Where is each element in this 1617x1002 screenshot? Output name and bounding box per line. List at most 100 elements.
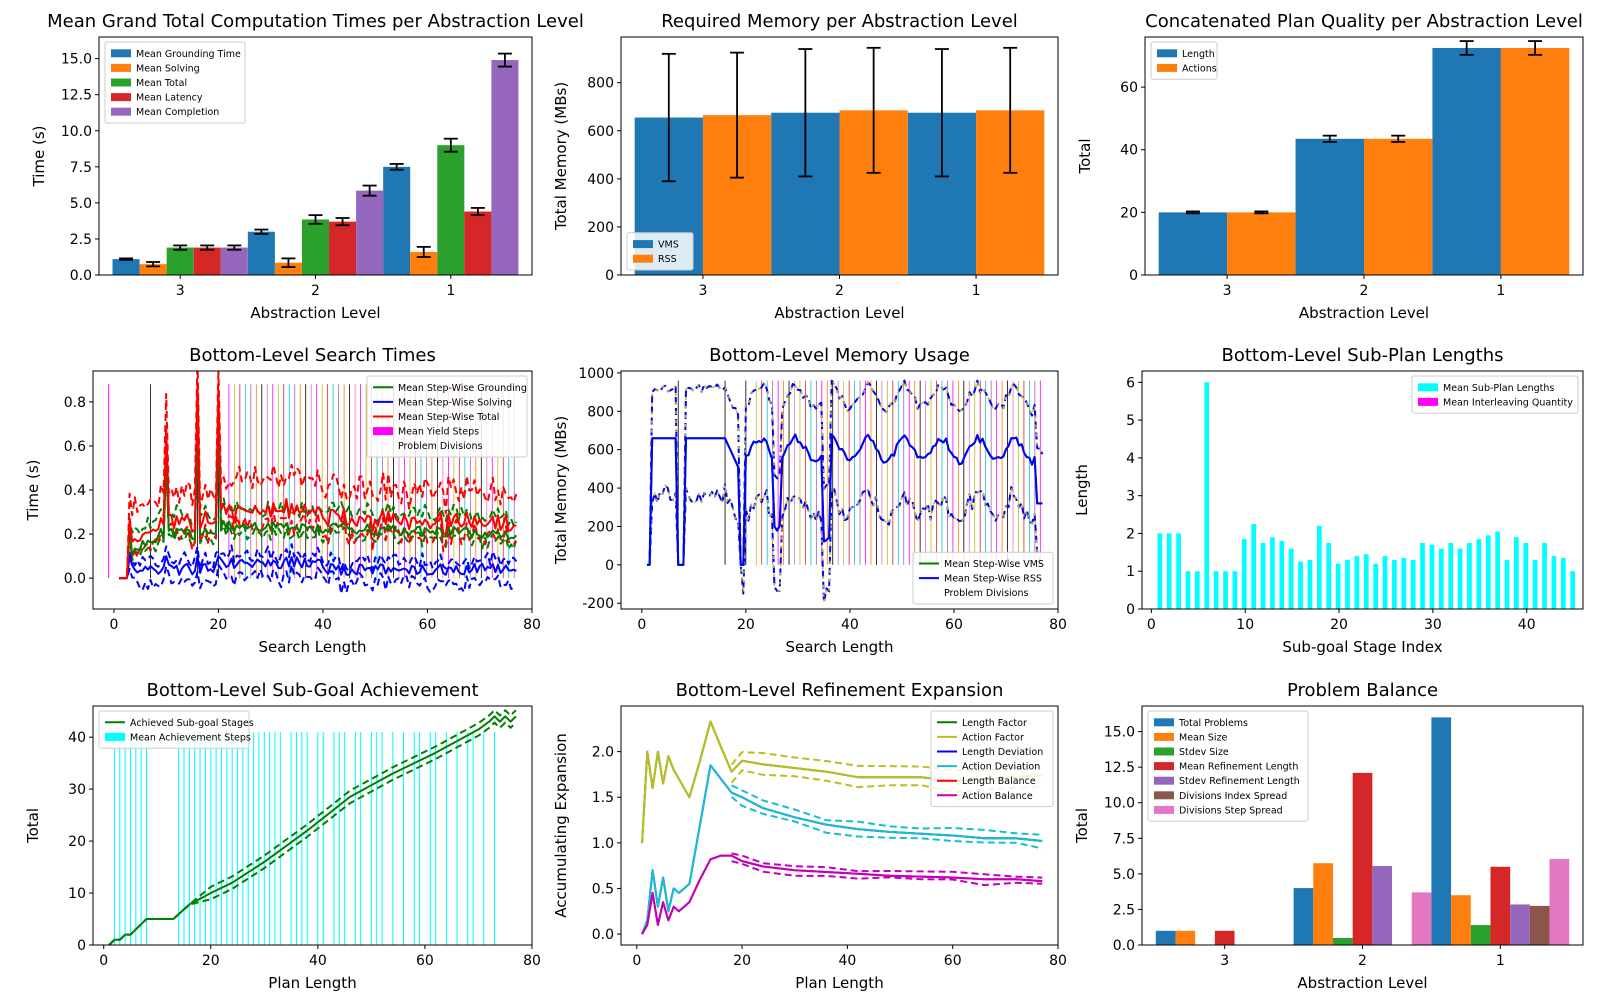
y-tick-label: 800 <box>587 404 614 420</box>
legend-entry: Mean Interleaving Quantity <box>1443 397 1573 408</box>
error-bar <box>470 207 485 217</box>
x-tick-label: 10 <box>1236 617 1254 633</box>
bar <box>1307 559 1313 609</box>
y-tick-label: 2.5 <box>1113 902 1135 918</box>
legend: Total Problems Mean Size Stdev Size Mean Re… <box>1147 710 1309 822</box>
y-tick-label: 3 <box>1126 489 1135 505</box>
y-tick-label: 400 <box>587 481 614 497</box>
legend-entry: Length Balance <box>962 776 1036 787</box>
legend-entry: Mean Latency <box>136 93 203 104</box>
bar <box>1510 904 1530 945</box>
bar <box>1363 554 1369 609</box>
legend-frame <box>930 710 1054 808</box>
bar <box>356 190 384 275</box>
bar <box>1485 535 1491 609</box>
achieved-lower <box>108 721 517 946</box>
y-tick-label: 10 <box>68 886 86 902</box>
x-axis-label: Search Length <box>258 638 366 656</box>
legend-entry: VMS <box>658 240 679 251</box>
y-tick-label: 0.0 <box>1113 938 1135 954</box>
chart-title: Problem Balance <box>1287 680 1438 701</box>
chart-c2: Required Memory per Abstraction Level Abs… <box>552 11 1059 322</box>
legend-swatch <box>1154 747 1174 756</box>
legend-swatch <box>373 427 393 436</box>
axes-frame <box>1144 36 1584 276</box>
y-tick-label: 12.5 <box>1104 760 1135 776</box>
legend: Mean Grounding Time Mean Solving Mean Tota… <box>104 41 246 124</box>
bar <box>1232 571 1238 609</box>
total-mean-line <box>119 383 517 580</box>
bar <box>1438 548 1444 609</box>
bar <box>1542 542 1547 609</box>
error-bar <box>416 245 431 258</box>
bar <box>1549 858 1570 945</box>
bar <box>1293 888 1314 945</box>
chart-c3: Concatenated Plan Quality per Abstractio… <box>1076 11 1584 322</box>
y-tick-label: 4 <box>1126 451 1135 467</box>
y-axis-label: Total Memory (MBs) <box>552 82 570 231</box>
bar <box>437 145 465 275</box>
legend-swatch <box>1154 791 1174 800</box>
error-bar <box>146 261 161 268</box>
y-tick-label: 1 <box>1126 564 1135 580</box>
grounding-mean-line <box>119 422 518 580</box>
y-axis-label: Length <box>1073 464 1091 516</box>
y-tick-label: 40 <box>68 730 86 746</box>
x-tick-label: 20 <box>210 617 228 633</box>
legend-entry: Achieved Sub-goal Stages <box>130 718 254 729</box>
y-axis-label: Total Memory (MBs) <box>552 416 570 565</box>
bar <box>1551 556 1557 609</box>
bar <box>1332 937 1353 945</box>
error-bar <box>335 217 350 227</box>
bar <box>1448 542 1454 609</box>
x-tick-label: 40 <box>1518 617 1536 633</box>
legend-entry: RSS <box>658 254 677 265</box>
legend: VMS RSS <box>626 232 694 271</box>
legend-entry: Problem Divisions <box>398 441 482 452</box>
y-tick-label: 2 <box>1126 526 1135 542</box>
bar <box>1500 47 1570 275</box>
y-axis-label: Total <box>1076 138 1094 174</box>
error-bar <box>934 48 949 178</box>
y-tick-label: 6 <box>1126 375 1135 391</box>
bar <box>1570 571 1576 609</box>
error-bar <box>389 163 404 171</box>
bar <box>1373 563 1378 609</box>
x-tick-label: 40 <box>314 617 332 633</box>
bar <box>1372 866 1393 945</box>
y-tick-label: 5.0 <box>70 196 92 212</box>
bar <box>1392 559 1397 609</box>
x-tick-label: 1 <box>972 283 981 299</box>
legend-entry: Mean Total <box>136 78 187 89</box>
x-axis-label: Abstraction Level <box>250 304 380 322</box>
legend-frame <box>1411 375 1579 414</box>
bar <box>1523 542 1529 609</box>
bar <box>1382 556 1388 609</box>
legend-frame <box>98 710 250 749</box>
axes-frame <box>92 705 533 946</box>
error-bar <box>1185 210 1200 215</box>
legend-entry: Length <box>1182 49 1215 60</box>
y-tick-label: 2.0 <box>592 745 614 761</box>
legend-entry: Mean Step-Wise Solving <box>398 397 512 408</box>
chart-title: Bottom-Level Sub-Goal Achievement <box>146 680 478 701</box>
legend: Mean Step-Wise Grounding Mean Step-Wise S… <box>366 375 528 458</box>
action-balance-line <box>641 854 1043 935</box>
legend-swatch <box>111 93 131 102</box>
y-axis-label: Time (s) <box>24 460 42 522</box>
y-tick-label: 0.4 <box>64 483 86 499</box>
legend-entry: Mean Completion <box>136 107 219 118</box>
legend-entry: Stdev Refinement Length <box>1179 776 1300 787</box>
x-tick-label: 1 <box>1496 953 1505 969</box>
legend-entry: Divisions Index Spread <box>1179 791 1287 802</box>
bar <box>301 219 330 275</box>
y-tick-label: 60 <box>1120 80 1138 96</box>
chart-title: Concatenated Plan Quality per Abstractio… <box>1145 11 1583 32</box>
y-tick-label: 20 <box>68 834 86 850</box>
error-bar <box>308 214 323 225</box>
bar <box>1401 558 1407 609</box>
bar <box>1352 772 1373 945</box>
x-tick-label: 80 <box>523 617 541 633</box>
